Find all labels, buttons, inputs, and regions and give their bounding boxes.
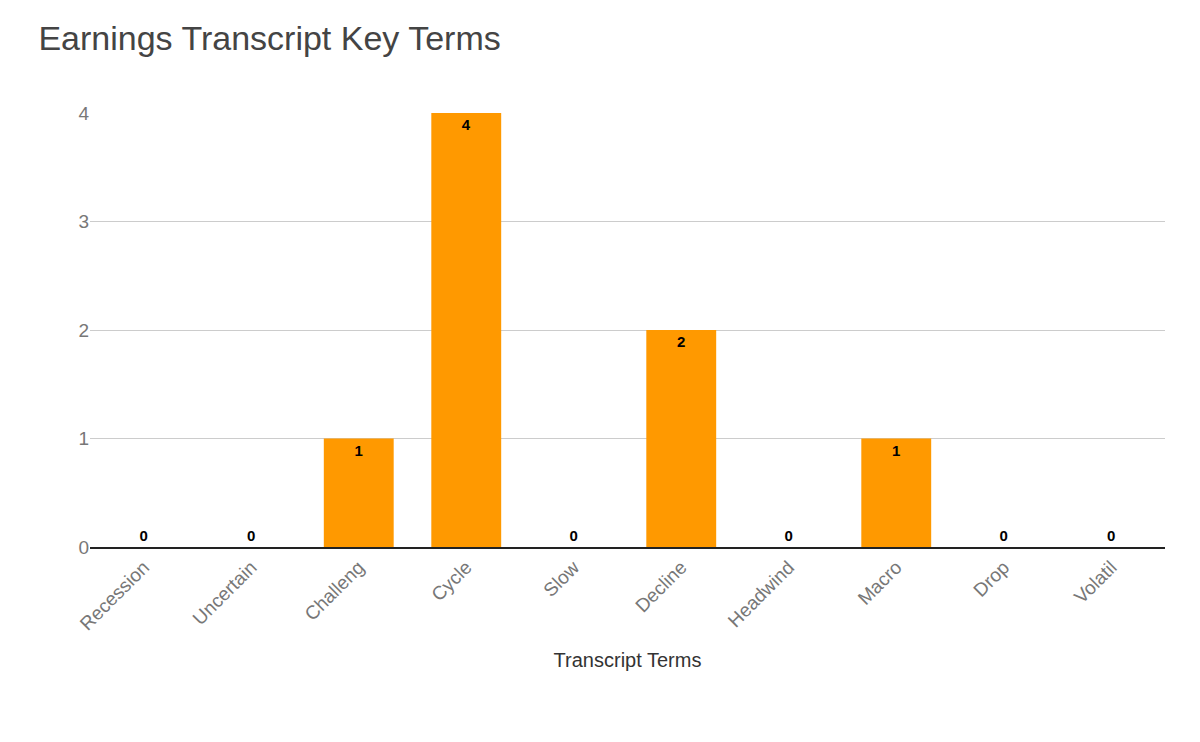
svg-text:Uncertain: Uncertain bbox=[188, 557, 260, 629]
svg-text:Slow: Slow bbox=[539, 557, 583, 601]
svg-text:2: 2 bbox=[677, 333, 685, 350]
svg-text:0: 0 bbox=[1000, 527, 1008, 544]
svg-text:Decline: Decline bbox=[631, 557, 691, 617]
svg-text:Volatil: Volatil bbox=[1070, 557, 1121, 608]
svg-text:0: 0 bbox=[570, 527, 578, 544]
svg-text:Macro: Macro bbox=[854, 557, 906, 609]
svg-text:4: 4 bbox=[78, 103, 89, 124]
svg-text:1: 1 bbox=[355, 442, 363, 459]
svg-text:1: 1 bbox=[892, 442, 900, 459]
svg-text:Headwind: Headwind bbox=[724, 557, 799, 632]
svg-text:4: 4 bbox=[462, 116, 471, 133]
svg-text:2: 2 bbox=[78, 320, 89, 341]
svg-text:Cycle: Cycle bbox=[427, 557, 475, 605]
svg-text:1: 1 bbox=[78, 428, 89, 449]
svg-text:0: 0 bbox=[140, 527, 148, 544]
svg-text:Earnings Transcript Key Terms: Earnings Transcript Key Terms bbox=[38, 19, 500, 57]
svg-text:Drop: Drop bbox=[969, 557, 1013, 601]
svg-text:Recession: Recession bbox=[76, 557, 154, 635]
svg-text:Transcript Terms: Transcript Terms bbox=[554, 649, 702, 671]
svg-text:0: 0 bbox=[247, 527, 255, 544]
svg-text:0: 0 bbox=[785, 527, 793, 544]
svg-text:0: 0 bbox=[78, 537, 89, 558]
svg-text:3: 3 bbox=[78, 211, 89, 232]
svg-text:Challeng: Challeng bbox=[300, 557, 368, 625]
svg-text:0: 0 bbox=[1107, 527, 1115, 544]
